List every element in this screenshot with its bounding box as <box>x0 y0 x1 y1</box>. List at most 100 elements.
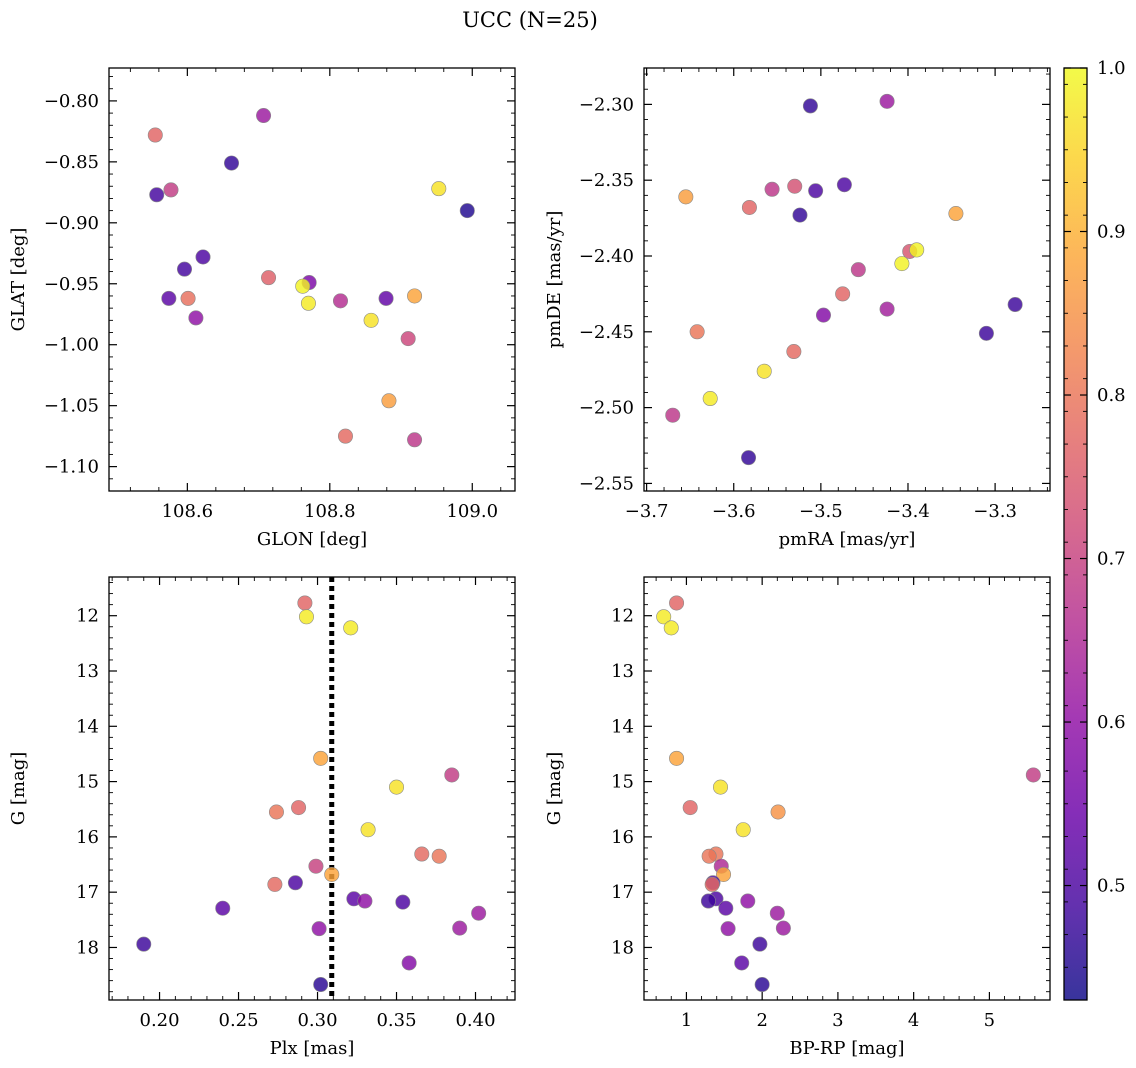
data-point <box>381 393 397 409</box>
data-point <box>786 344 802 360</box>
y-axis-label: GLAT [deg] <box>8 228 29 332</box>
y-tick-label: −1.10 <box>44 457 99 478</box>
data-point <box>700 893 716 909</box>
data-point <box>389 779 405 795</box>
y-axis-label: G [mag] <box>544 752 565 825</box>
data-point <box>741 450 757 466</box>
y-tick-label: 12 <box>611 606 634 627</box>
x-tick-label: 0.20 <box>140 1010 180 1031</box>
data-point <box>295 278 311 294</box>
figure-title: UCC (N=25) <box>462 8 598 32</box>
data-point <box>879 301 895 317</box>
y-tick-label: 18 <box>76 937 99 958</box>
data-point <box>395 894 411 910</box>
x-tick-label: 4 <box>908 1010 919 1031</box>
colorbar-frame <box>1063 67 1088 1001</box>
data-point <box>298 609 314 625</box>
data-point <box>689 324 705 340</box>
y-axis-label: pmDE [mas/yr] <box>544 211 565 349</box>
colorbar-tick-label: 1.0 <box>1097 58 1126 79</box>
data-point <box>720 921 736 937</box>
data-point <box>756 363 772 379</box>
axes-frame <box>108 67 516 492</box>
data-point <box>332 293 348 309</box>
colorbar: 0.5 0.6 0.7 0.8 0.9 1.0 <box>1063 58 1126 1001</box>
data-point <box>149 187 165 203</box>
data-point <box>713 779 729 795</box>
x-axis-label: GLON [deg] <box>257 529 367 550</box>
y-tick-label: −1.00 <box>44 335 99 356</box>
data-point <box>459 203 475 219</box>
y-tick-label: −1.05 <box>44 396 99 417</box>
data-point <box>663 620 679 636</box>
data-point <box>792 207 808 223</box>
data-point <box>836 177 852 193</box>
data-point <box>311 921 327 937</box>
y-tick-label: 12 <box>76 606 99 627</box>
y-tick-label: 16 <box>611 827 634 848</box>
data-point <box>431 848 447 864</box>
data-point <box>401 955 417 971</box>
y-tick-label: −2.30 <box>579 94 634 115</box>
data-point <box>471 905 487 921</box>
y-tick-label: −2.50 <box>579 398 634 419</box>
y-tick-label: 14 <box>76 716 99 737</box>
data-point <box>769 905 785 921</box>
axes-frame <box>108 576 516 1001</box>
data-point <box>363 312 379 328</box>
data-point <box>337 428 353 444</box>
x-axis-label: BP-RP [mag] <box>789 1038 904 1059</box>
x-tick-label: 108.8 <box>304 501 356 522</box>
data-point <box>215 900 231 916</box>
data-point <box>300 295 316 311</box>
data-point <box>444 767 460 783</box>
panel-glon-glat: 108.6 108.8 109.0 −0.80 −0.85 −0.90 −0.95 −1.00… <box>8 67 516 550</box>
x-tick-label: 5 <box>984 1010 995 1031</box>
x-tick-label: 0.30 <box>297 1010 337 1031</box>
x-tick-label: 0.40 <box>455 1010 495 1031</box>
colorbar-tick-label: 0.8 <box>1097 385 1126 406</box>
data-point <box>360 822 376 838</box>
data-point <box>452 920 468 936</box>
data-point <box>407 432 423 448</box>
data-point <box>1025 767 1041 783</box>
axes-frame <box>643 67 1051 492</box>
data-point <box>161 290 177 306</box>
data-point <box>357 893 373 909</box>
data-point <box>665 407 681 423</box>
data-point <box>770 804 786 820</box>
data-point <box>224 155 240 171</box>
data-point <box>701 848 717 864</box>
panel-pmra-pmde: −3.7 −3.6 −3.5 −3.4 −3.3 −2.30 −2.35 −2.40 −2.45… <box>544 67 1051 550</box>
x-axis-label: pmRA [mas/yr] <box>779 529 916 550</box>
colorbar-tick-label: 0.9 <box>1097 222 1126 243</box>
y-tick-label: 15 <box>76 772 99 793</box>
data-point <box>718 900 734 916</box>
data-point <box>324 866 340 882</box>
data-point <box>268 804 284 820</box>
colorbar-gradient <box>1064 68 1087 1000</box>
y-tick-label: −0.95 <box>44 274 99 295</box>
data-point <box>297 595 313 611</box>
y-tick-label: 14 <box>611 716 634 737</box>
data-point <box>177 261 193 277</box>
colorbar-tick-label: 0.5 <box>1097 876 1126 897</box>
data-point <box>879 93 895 109</box>
data-point <box>978 325 994 341</box>
data-point <box>734 955 750 971</box>
data-point <box>1007 297 1023 313</box>
x-tick-label: 3 <box>832 1010 843 1031</box>
data-point <box>656 609 672 625</box>
data-point <box>163 182 179 198</box>
data-point <box>407 288 423 304</box>
data-point <box>669 595 685 611</box>
x-tick-label: 1 <box>681 1010 692 1031</box>
x-tick-label: 0.35 <box>376 1010 416 1031</box>
y-tick-label: −0.90 <box>44 213 99 234</box>
data-point <box>682 800 698 816</box>
x-tick-label: −3.5 <box>799 501 843 522</box>
x-tick-label: −3.4 <box>886 501 930 522</box>
y-tick-label: 17 <box>611 882 634 903</box>
data-point <box>835 286 851 302</box>
